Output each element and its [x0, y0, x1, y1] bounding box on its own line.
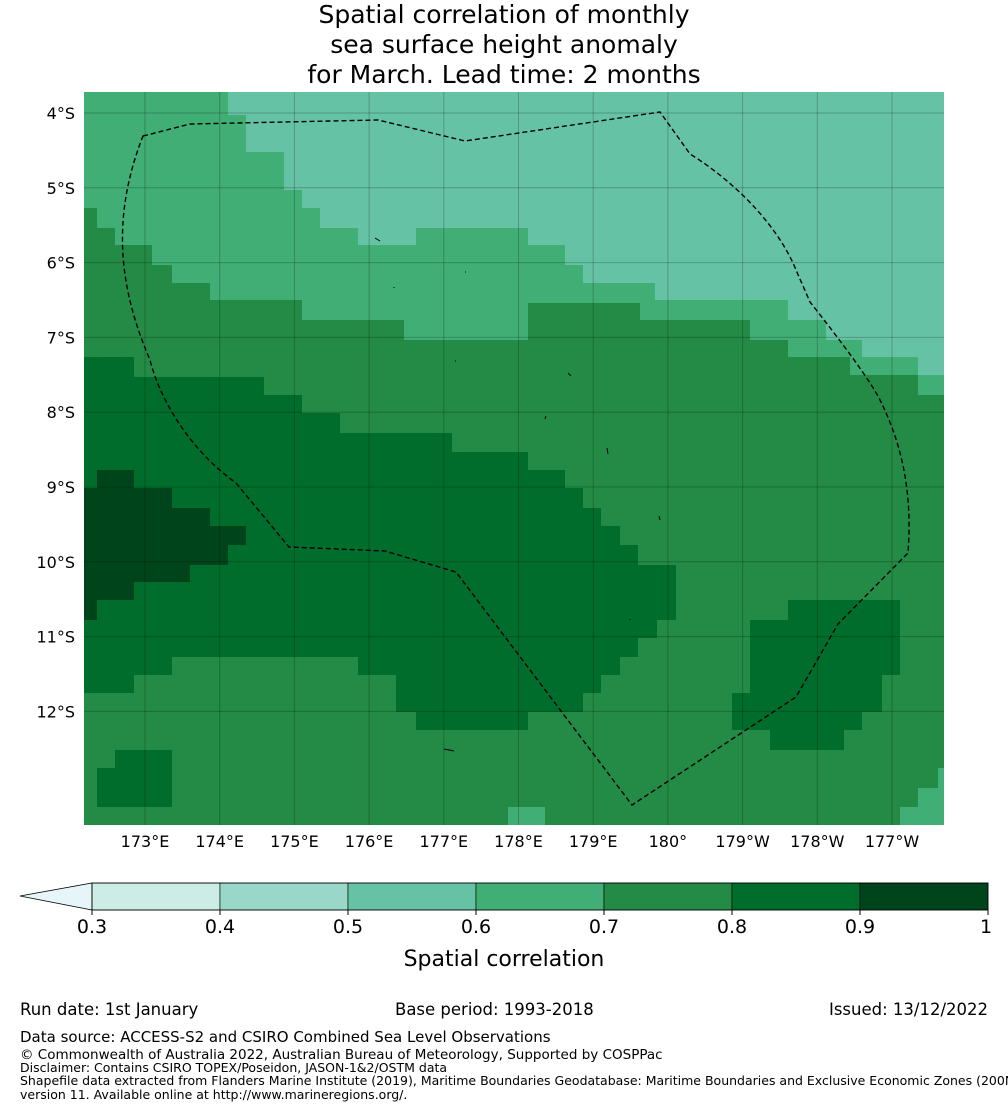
band-0.8-0.9 — [84, 357, 676, 730]
colorbar-tick-label: 1 — [980, 916, 992, 938]
lat-tick-label: 12°S — [36, 702, 75, 721]
lon-tick-label: 177°E — [419, 832, 468, 851]
patch-0.6-0.7-bottomright — [900, 768, 944, 825]
lat-tick-label: 9°S — [47, 478, 75, 497]
band-0.5-0.6 — [228, 92, 944, 375]
base-period: Base period: 1993-2018 — [395, 1000, 594, 1019]
patch-0.8-0.9-bottomleft — [97, 750, 172, 807]
disclaimer: Disclaimer: Contains CSIRO TOPEX/Poseido… — [20, 1060, 448, 1075]
lon-tick-label: 180° — [649, 832, 688, 851]
islands — [374, 237, 661, 752]
latitude-labels: 4°S 5°S 6°S 7°S 8°S 9°S 10°S 11°S 12°S — [36, 104, 75, 721]
shapefile-credit-1: Shapefile data extracted from Flanders M… — [20, 1073, 1008, 1088]
colorbar-ticks: 0.3 0.4 0.5 0.6 0.7 0.8 0.9 1 — [77, 910, 992, 938]
lon-tick-label: 173°E — [121, 832, 170, 851]
colorbar-tick-label: 0.7 — [589, 916, 619, 938]
colorbar-label: Spatial correlation — [404, 947, 605, 972]
colorbar-segment — [91, 882, 221, 911]
title-line-2: sea surface height anomaly — [330, 30, 678, 59]
colorbar-tick-label: 0.3 — [77, 916, 107, 938]
lat-tick-label: 7°S — [47, 328, 75, 347]
lon-tick-label: 176°E — [345, 832, 394, 851]
colorbar-tick-label: 0.4 — [205, 916, 235, 938]
lon-tick-label: 175°E — [270, 832, 319, 851]
lon-tick-label: 177°W — [865, 832, 920, 851]
shapefile-credit-2: version 11. Available online at http://w… — [20, 1087, 408, 1102]
colorbar-segments — [91, 882, 989, 911]
run-date: Run date: 1st January — [20, 1000, 199, 1019]
colorbar-segment — [219, 882, 349, 911]
copyright: © Commonwealth of Australia 2022, Austra… — [20, 1047, 663, 1063]
colorbar-tick-label: 0.6 — [461, 916, 491, 938]
band-0.9-1 — [84, 470, 246, 620]
colorbar-under-arrow — [19, 882, 93, 911]
title-line-1: Spatial correlation of monthly — [318, 0, 690, 29]
chart-title: Spatial correlation of monthly sea surfa… — [0, 0, 1008, 90]
patch-0.8-0.9-bottomright — [732, 600, 900, 750]
patch-0.6-0.7-bottom — [508, 807, 545, 825]
lon-tick-label: 179°E — [569, 832, 618, 851]
colorbar-tick-label: 0.9 — [845, 916, 875, 938]
colorbar-segment — [859, 882, 989, 911]
lon-tick-label: 178°W — [790, 832, 845, 851]
lat-tick-label: 4°S — [47, 104, 75, 123]
colorbar-frame — [91, 882, 989, 911]
lat-tick-label: 11°S — [36, 628, 75, 647]
lat-tick-label: 10°S — [36, 553, 75, 572]
gridlines — [84, 92, 944, 825]
colorbar-segment — [603, 882, 733, 911]
longitude-labels: 173°E 174°E 175°E 176°E 177°E 178°E 179°E 180° 1… — [121, 832, 920, 851]
colorbar-segment — [475, 882, 605, 911]
lon-tick-label: 174°E — [195, 832, 244, 851]
colorbar-segment — [731, 882, 861, 911]
title-line-3: for March. Lead time: 2 months — [307, 60, 701, 89]
colorbar-segment — [347, 882, 477, 911]
correlation-map — [84, 92, 944, 825]
lat-tick-label: 6°S — [47, 254, 75, 273]
issued-date: Issued: 13/12/2022 — [828, 1000, 988, 1019]
lat-tick-label: 5°S — [47, 179, 75, 198]
lon-tick-label: 178°E — [494, 832, 543, 851]
colorbar-tick-label: 0.5 — [333, 916, 363, 938]
lat-tick-label: 8°S — [47, 403, 75, 422]
eez-boundary — [121, 111, 910, 806]
lon-tick-label: 179°W — [715, 832, 770, 851]
colorbar-tick-label: 0.8 — [717, 916, 747, 938]
data-source: Data source: ACCESS-S2 and CSIRO Combine… — [20, 1028, 551, 1046]
colorbar: 0.3 0.4 0.5 0.6 0.7 0.8 0.9 1 Spatial correlati… — [19, 882, 992, 972]
